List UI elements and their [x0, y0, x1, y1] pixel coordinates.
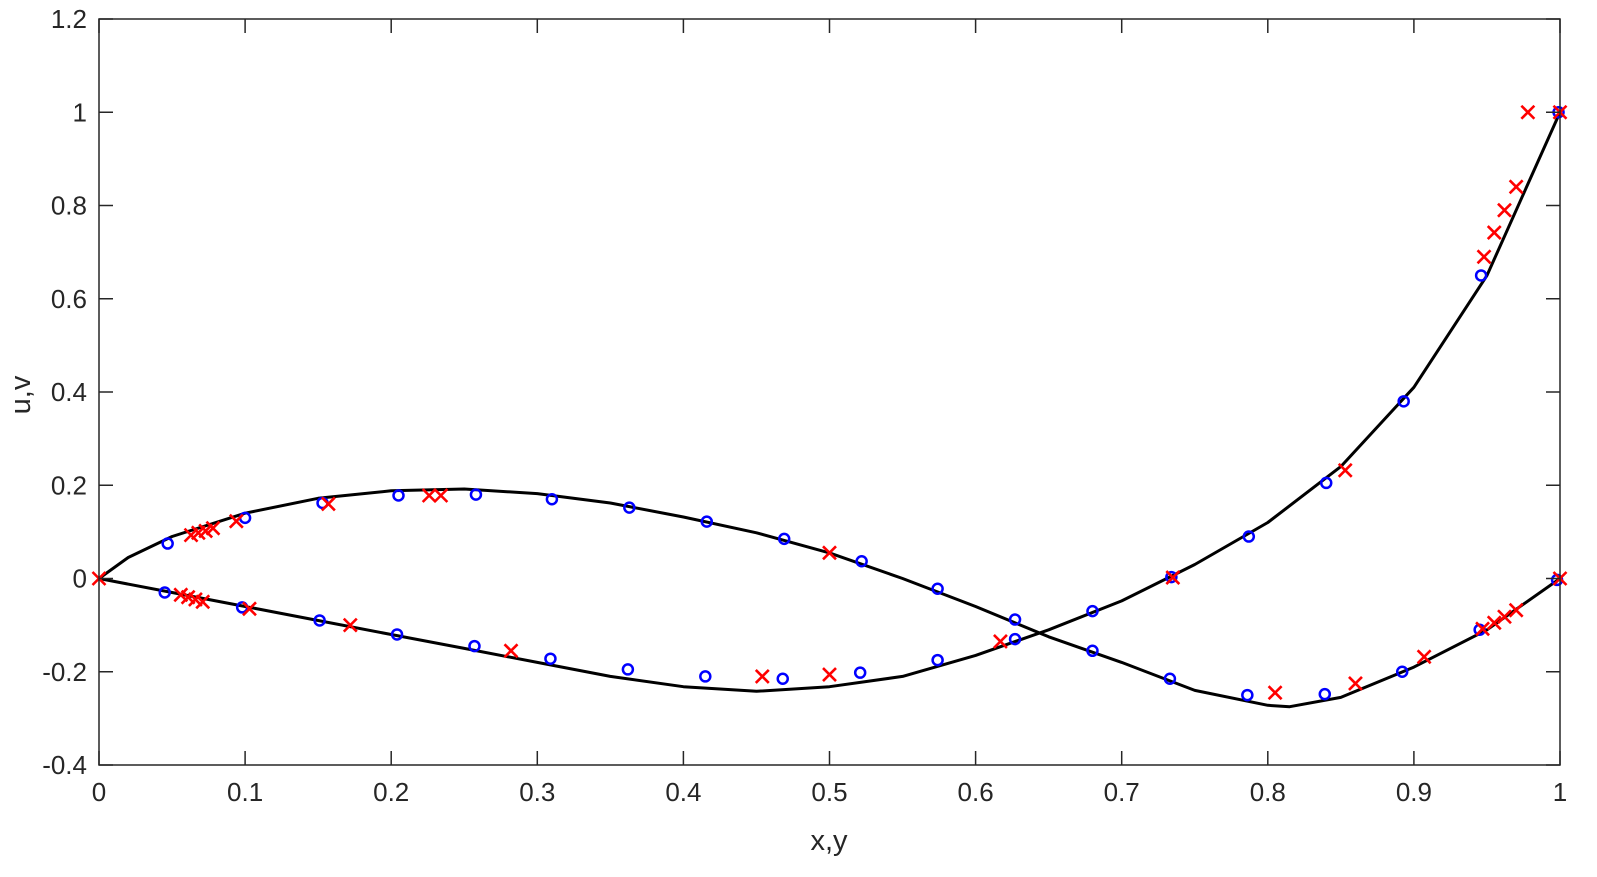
circle-marker	[777, 532, 791, 546]
circle-marker	[313, 614, 326, 627]
x-axis-label: x,y	[810, 825, 848, 857]
y-tick-label: 1.2	[51, 4, 87, 34]
circle-marker	[1008, 632, 1022, 646]
cross-marker	[1267, 685, 1283, 701]
y-tick-label: 1	[73, 97, 87, 127]
circle-marker	[699, 670, 712, 683]
x-tick-label: 0.4	[665, 777, 701, 807]
circle-marker	[469, 488, 483, 501]
circle-marker	[545, 492, 559, 506]
cross-marker	[1520, 104, 1536, 120]
x-tick-label: 0.2	[373, 777, 409, 807]
circle-marker	[161, 537, 174, 550]
x-tick-label: 0.1	[227, 777, 263, 807]
cross-marker	[1486, 225, 1502, 240]
cross-marker	[1497, 202, 1512, 218]
x-tick-label: 0.9	[1396, 777, 1432, 807]
cross-marker	[1476, 249, 1492, 265]
circle-marker	[1395, 665, 1409, 678]
circle-marker	[1086, 644, 1099, 658]
y-tick-label: 0.4	[51, 377, 87, 407]
cross-marker	[1348, 675, 1363, 691]
y-tick-label: 0.2	[51, 470, 87, 500]
y-tick-label: 0.8	[51, 191, 87, 221]
cross-marker	[1508, 179, 1524, 195]
x-tick-label: 0.5	[811, 777, 847, 807]
circle-marker	[621, 663, 635, 676]
cross-marker	[205, 520, 221, 536]
circle-marker	[392, 489, 405, 502]
circle-marker	[1086, 604, 1099, 618]
series-line-2	[98, 111, 1562, 693]
circle-marker	[1397, 395, 1410, 408]
cross-marker	[421, 488, 437, 503]
cross-marker	[822, 545, 837, 561]
cross-marker	[342, 617, 358, 633]
circle-marker	[1242, 530, 1256, 543]
cross-marker	[503, 643, 519, 659]
cross-marker	[242, 601, 257, 617]
x-axis-ticks: 0 0.1 0.2 0.3 0.4 0.5 0.6 0.7 0.8 0.9 1	[92, 19, 1567, 807]
cross-marker	[1475, 621, 1490, 637]
cross-marker	[754, 668, 770, 684]
cross-marker	[1486, 615, 1502, 631]
circle-marker	[1474, 269, 1488, 282]
circle-marker	[931, 582, 944, 596]
cross-marker	[195, 594, 211, 610]
x-tick-label: 0.6	[958, 777, 994, 807]
circle-marker	[1318, 687, 1332, 701]
x-tick-label: 0.7	[1104, 777, 1140, 807]
circle-marker	[1241, 688, 1254, 702]
circle-marker	[1165, 570, 1178, 584]
circle-marker	[855, 554, 868, 568]
cross-marker	[1165, 570, 1181, 585]
circle-marker	[700, 515, 714, 528]
y-tick-label: -0.4	[42, 750, 87, 780]
y-tick-label: 0.6	[51, 284, 87, 314]
circle-marker	[158, 586, 171, 599]
circle-marker	[390, 628, 404, 641]
cross-marker	[1337, 462, 1353, 478]
cross-marker	[1508, 602, 1524, 618]
x-tick-label: 0.8	[1250, 777, 1286, 807]
cross-marker	[1497, 609, 1512, 625]
cross-marker	[433, 488, 449, 503]
circle-marker	[1008, 613, 1022, 626]
x-tick-label: 0.3	[519, 777, 555, 807]
y-axis-ticks: -0.4 -0.2 0 0.2 0.4 0.6 0.8 1 1.2	[42, 4, 1560, 780]
x-tick-label: 1	[1553, 777, 1567, 807]
circle-marker	[1319, 476, 1333, 490]
y-tick-label: 0	[73, 564, 87, 594]
cross-marker	[993, 634, 1008, 649]
y-tick-label: -0.2	[42, 657, 87, 687]
y-axis-label: u,v	[5, 375, 37, 414]
cross-marker	[822, 667, 837, 682]
cross-marker	[320, 496, 336, 512]
cross-marker	[228, 513, 244, 529]
cross-marker	[1416, 649, 1432, 665]
circle-marker	[544, 652, 557, 665]
circle-marker	[931, 653, 944, 667]
circle-marker	[776, 672, 789, 685]
circle-marker	[853, 666, 867, 679]
circle-marker	[623, 501, 636, 514]
x-tick-label: 0	[92, 777, 106, 807]
circle-marker	[468, 639, 481, 653]
circle-marker	[1163, 672, 1177, 685]
